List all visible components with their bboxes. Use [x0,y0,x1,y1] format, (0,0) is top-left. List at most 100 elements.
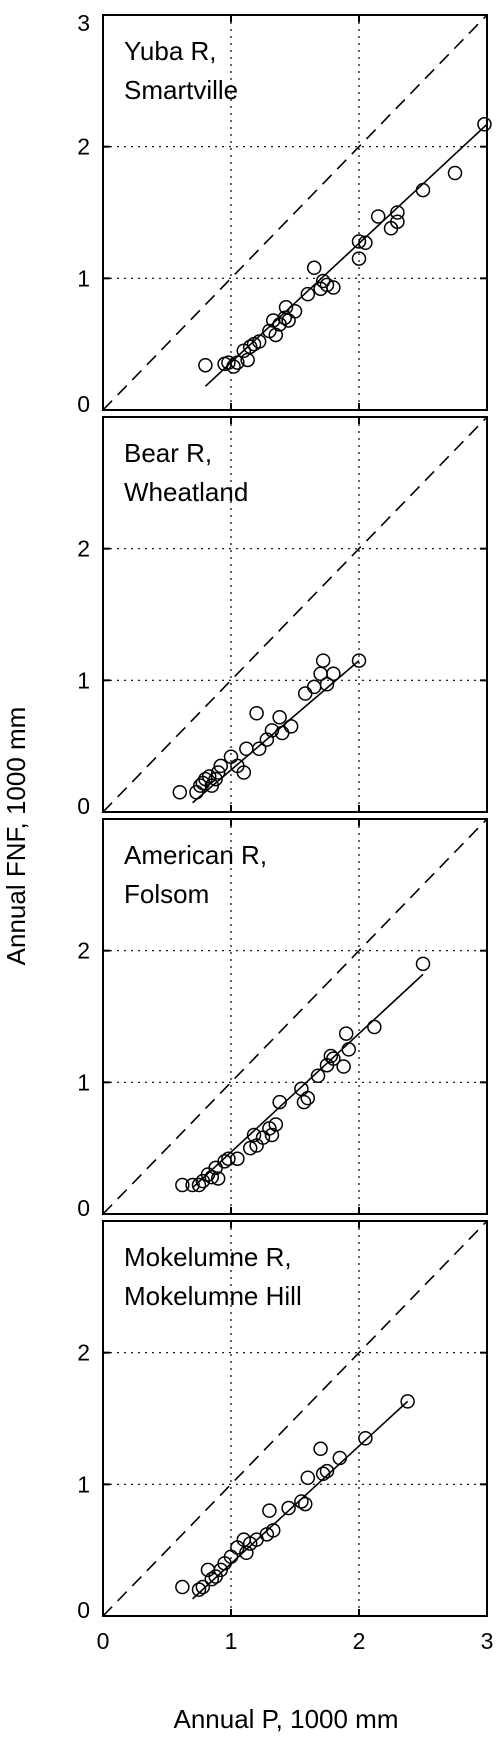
data-point [300,286,316,302]
data-point [251,741,267,757]
data-point [191,1177,207,1193]
panel-title-line: Mokelumne Hill [124,1281,302,1311]
data-point [249,706,264,721]
data-point [272,709,287,725]
data-point [351,234,367,249]
data-point [351,653,367,668]
y-tick-label: 0 [77,1597,90,1623]
data-point [265,1523,281,1538]
one-to-one-line [102,818,488,1215]
data-point [208,771,223,787]
panel-2: 0 1 2 Bear R, Wheatland [77,416,488,819]
data-point [262,1503,277,1518]
y-tick-label: 2 [77,938,90,964]
data-point [264,723,280,738]
data-point [300,1090,316,1106]
data-point [326,280,341,295]
plot-frame [102,416,488,813]
data-point [246,1127,262,1143]
data-point [221,1151,236,1166]
data-point [390,214,405,229]
data-point [315,1466,331,1482]
data-point [268,1117,284,1132]
panel-4: 0 1 2 Mokelumne R, Mokelumne Hill [77,1220,488,1623]
panel-1: 0 1 2 3 Yuba R, Smartville [77,10,492,417]
panel-title-line: Yuba R, [124,36,217,66]
data-point [213,758,229,774]
data-point [358,1431,373,1446]
panels: 0 1 2 3 Yuba R, Smartville 0 1 2 Bear R, Wheatland… [77,10,492,1623]
data-point [306,679,322,695]
data-point [283,719,299,734]
data-point [367,1019,382,1035]
plot-frame [102,14,488,411]
data-point [370,209,386,224]
data-point [204,1571,220,1587]
y-tick-label: 2 [77,134,90,160]
data-point [239,741,254,757]
y-axis-label: Annual FNF, 1000 mm [1,707,31,966]
data-point [195,1579,211,1595]
x-tick-label: 2 [353,1628,366,1654]
data-point [226,359,241,374]
data-point [323,1048,339,1064]
data-point [198,357,213,373]
data-point [230,355,245,370]
data-point [326,666,341,681]
x-tick-label: 3 [481,1628,494,1654]
data-point [296,1094,312,1110]
data-point [230,1151,245,1166]
one-to-one-line [102,1220,488,1617]
one-to-one-line [102,14,488,411]
data-point [210,765,226,780]
panel-title-line: Bear R, [124,438,212,468]
panel-title-line: Wheatland [124,477,248,507]
data-point [201,769,217,784]
plot-frame [102,1220,488,1617]
y-tick-label: 1 [77,265,90,291]
x-tick-label: 0 [97,1628,110,1654]
data-point [264,1127,280,1143]
data-point [415,956,431,972]
x-tick-labels: 0 1 2 3 [97,1628,494,1654]
data-point [175,1177,190,1193]
panel-3: 0 1 2 American R, Folsom [77,818,488,1221]
data-point [185,1177,200,1193]
data-point [319,677,335,692]
data-point [251,334,267,349]
data-point [287,304,303,319]
data-point [315,653,331,668]
data-point [336,1059,351,1074]
data-point [313,1441,328,1457]
y-tick-label: 0 [77,793,90,819]
data-point [281,1500,296,1516]
data-point [239,1545,254,1561]
data-point [338,1026,354,1041]
panel-title-line: American R, [124,840,267,870]
data-point [268,327,284,343]
data-point [341,1042,357,1057]
data-point [400,1394,415,1409]
panel-title-line: Folsom [124,879,209,909]
data-point [315,273,331,289]
data-point [306,260,322,276]
data-point [332,1450,348,1466]
panel-title-line: Smartville [124,75,238,105]
data-point [204,1169,220,1185]
x-tick-label: 1 [225,1628,238,1654]
y-tick-label: 0 [77,391,90,417]
y-tick-label: 1 [77,667,90,693]
data-point [294,1494,309,1509]
y-tick-label: 1 [77,1471,90,1497]
data-point [210,1171,226,1186]
data-point [236,765,252,780]
data-point [390,205,405,220]
data-point [447,165,463,181]
data-point [310,1068,326,1083]
x-axis-label: Annual P, 1000 mm [174,1704,399,1734]
y-tick-label: 3 [77,10,90,36]
data-point [415,182,431,198]
y-tick-label: 2 [77,536,90,562]
data-point [319,1463,335,1479]
